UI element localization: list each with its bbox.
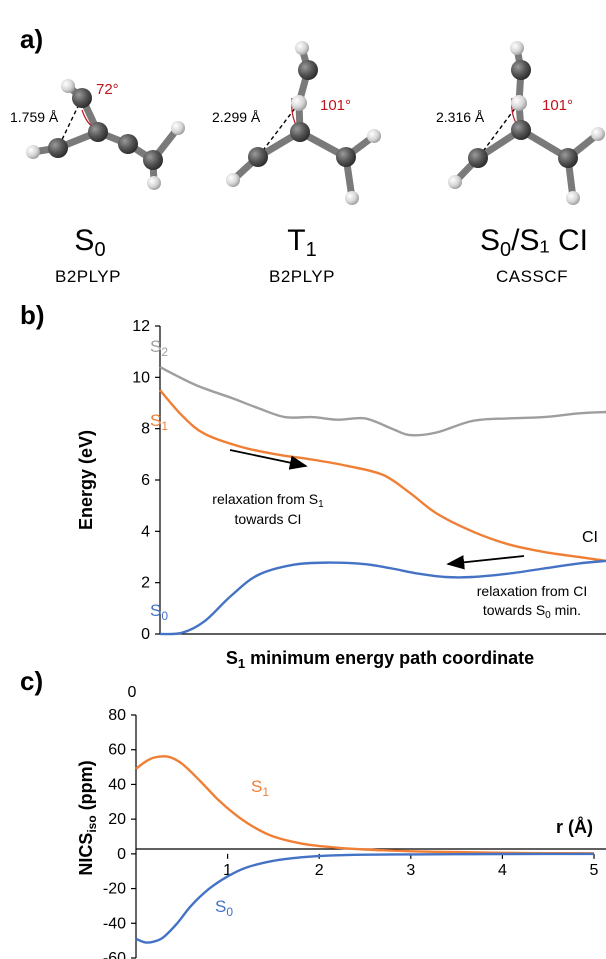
method-label-ci: CASSCF	[496, 267, 568, 286]
annotation-relaxation-s1: relaxation from S1 towards CI	[212, 491, 324, 527]
series-label-nics-s0: S0	[215, 897, 233, 919]
angle-label-t1: 101°	[320, 97, 351, 114]
nics-y-tick-label: -40	[103, 915, 126, 932]
nics-y-tick-label: 0	[117, 846, 126, 863]
annotation-relaxation-ci: relaxation from CI towards S0 min.	[477, 583, 587, 621]
nics-x-tick-label: 1	[223, 862, 232, 879]
series-label-nics-s1: S1	[251, 777, 269, 799]
molecule-t1: 2.299 Å 101°	[212, 41, 381, 205]
distance-label-ci: 2.316 Å	[436, 109, 485, 125]
nics-y-tick-label: 40	[108, 776, 126, 793]
method-label-s0: B2PLYP	[55, 267, 121, 286]
panel-b-label: b)	[20, 300, 45, 330]
series-label-s1: S1	[150, 411, 168, 433]
nics-x-tick-label: 2	[315, 862, 324, 879]
energy-x-axis-title: S1 minimum energy path coordinate	[226, 648, 534, 671]
nics-series-line-s1	[135, 755, 595, 855]
energy-y-tick-label: 2	[141, 575, 150, 592]
angle-label-s0: 72°	[96, 81, 119, 98]
energy-y-axis-title: Energy (eV)	[76, 430, 96, 530]
nics-series-line-s0	[135, 852, 595, 944]
molecule-ci: 2.316 Å 101°	[436, 41, 605, 205]
series-label-s2: S2	[150, 337, 168, 359]
distance-label-t1: 2.299 Å	[212, 109, 261, 125]
energy-y-tick-label: 4	[141, 523, 150, 540]
method-label-t1: B2PLYP	[269, 267, 335, 286]
state-label-ci: S0/S₁ CI	[480, 224, 588, 261]
state-label-t1: T1	[287, 224, 316, 261]
nics-chart: -60 -40 -20 0 20 40 60 80 1 2 3 4 5 NICSiso (ppm) r…	[76, 707, 606, 959]
state-label-s0: S0	[74, 224, 105, 261]
ci-label: CI	[582, 529, 598, 546]
energy-chart: 0 2 4 6 8 10 12 Energy (eV) S1 minimum energy …	[76, 318, 606, 701]
distance-label-s0: 1.759 Å	[10, 109, 59, 125]
panel-c-label: c)	[20, 666, 43, 696]
nics-x-tick-label: 4	[498, 862, 507, 879]
nics-y-tick-label: -60	[103, 950, 126, 959]
nics-y-tick-label: 20	[108, 811, 126, 828]
nics-y-tick-label: 80	[108, 707, 126, 724]
nics-y-axis-title: NICSiso (ppm)	[76, 760, 99, 875]
energy-y-tick-label: 8	[141, 421, 150, 438]
series-label-s0: S0	[150, 601, 168, 623]
angle-label-ci: 101°	[542, 97, 573, 114]
nics-x-tick-label: 3	[406, 862, 415, 879]
energy-series-line-s1	[159, 389, 606, 563]
energy-y-tick-label: 6	[141, 472, 150, 489]
panel-a-label: a)	[20, 24, 43, 54]
nics-x-axis-title: r (Å)	[556, 817, 593, 837]
energy-series-line-s2	[159, 366, 606, 437]
nics-y-tick-label: -20	[103, 881, 126, 898]
nics-x-tick-label: 5	[590, 862, 599, 879]
energy-y-tick-label: 12	[132, 318, 150, 335]
energy-series-line-s0	[159, 559, 606, 636]
energy-y-tick-label: 10	[132, 369, 150, 386]
energy-x-tick-0: 0	[128, 684, 137, 701]
molecule-s0: 1.759 Å 72°	[10, 79, 185, 190]
energy-y-tick-label: 0	[141, 626, 150, 643]
nics-y-tick-label: 60	[108, 742, 126, 759]
relaxation-s1-arrow	[229, 449, 308, 470]
relaxation-ci-arrow	[446, 555, 525, 570]
